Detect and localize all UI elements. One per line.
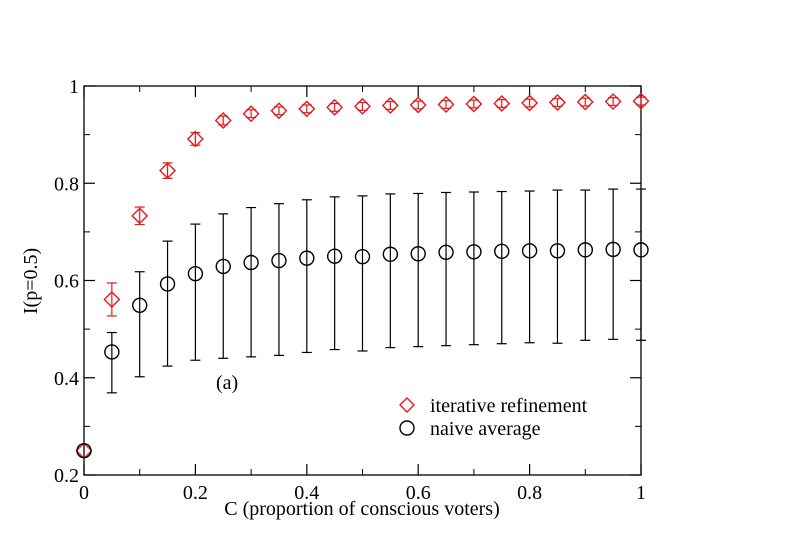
series-layer bbox=[75, 92, 650, 460]
legend-label-iterative-refinement: iterative refinement bbox=[430, 395, 588, 417]
data-point-diamond bbox=[186, 130, 204, 148]
data-point-diamond bbox=[103, 290, 121, 308]
data-point-diamond bbox=[242, 105, 260, 123]
y-tick-label: 0.8 bbox=[54, 173, 79, 195]
y-tick-label: 1 bbox=[69, 76, 79, 98]
data-point-diamond bbox=[632, 92, 650, 110]
data-point-circle bbox=[382, 246, 399, 262]
data-point-circle bbox=[131, 297, 148, 313]
y-tick-label: 0.4 bbox=[54, 368, 79, 390]
data-point-diamond bbox=[326, 98, 344, 116]
data-point-circle bbox=[76, 442, 92, 459]
data-point-circle bbox=[271, 252, 287, 269]
annotation-label: (a) bbox=[216, 372, 238, 394]
x-tick-label: 0.4 bbox=[294, 482, 319, 504]
data-point-diamond bbox=[270, 102, 288, 120]
data-point-diamond bbox=[576, 93, 594, 111]
legend-circle-icon bbox=[399, 420, 415, 436]
y-tick-label: 0.2 bbox=[54, 465, 79, 487]
data-point-circle bbox=[577, 242, 593, 258]
y-tick-label: 0.6 bbox=[54, 271, 79, 293]
data-point-circle bbox=[299, 250, 315, 266]
data-point-diamond bbox=[521, 94, 539, 112]
x-tick-label: 0.8 bbox=[517, 482, 542, 504]
data-point-circle bbox=[104, 344, 120, 360]
data-point-diamond bbox=[409, 96, 427, 114]
data-point-diamond bbox=[548, 94, 566, 112]
data-point-circle bbox=[633, 242, 649, 258]
legend-label-naive-average: naive average bbox=[430, 418, 541, 440]
data-point-diamond bbox=[465, 95, 483, 113]
data-point-diamond bbox=[381, 96, 399, 114]
data-point-diamond bbox=[437, 95, 455, 113]
data-point-circle bbox=[466, 244, 482, 260]
x-axis-title: C (proportion of conscious voters) bbox=[224, 498, 500, 520]
data-point-diamond bbox=[493, 95, 511, 112]
series-iterative-refinement bbox=[75, 92, 650, 460]
legend-diamond-icon bbox=[399, 397, 415, 413]
data-point-circle bbox=[326, 248, 343, 264]
data-point-circle bbox=[243, 254, 259, 271]
x-tick-label: 0.2 bbox=[183, 482, 208, 504]
data-point-circle bbox=[549, 243, 566, 259]
data-point-circle bbox=[521, 243, 538, 259]
data-point-circle bbox=[494, 243, 510, 260]
data-point-diamond bbox=[131, 207, 149, 225]
data-point-circle bbox=[438, 244, 454, 260]
y-axis-title: I(p=0.5) bbox=[20, 248, 42, 314]
data-point-circle bbox=[215, 258, 231, 275]
data-point-circle bbox=[605, 241, 621, 258]
axis-ticks: 0 0.2 0.4 0.6 0.8 10.20.40.60.81 bbox=[54, 76, 646, 504]
x-tick-label: 1 bbox=[636, 482, 646, 504]
data-point-diamond bbox=[298, 100, 316, 118]
data-point-diamond bbox=[159, 162, 177, 180]
data-point-circle bbox=[159, 276, 176, 292]
series-naive-average bbox=[76, 188, 649, 459]
data-point-circle bbox=[354, 248, 371, 265]
data-point-diamond bbox=[354, 97, 371, 115]
data-point-circle bbox=[187, 265, 204, 282]
data-point-circle bbox=[410, 246, 426, 262]
data-point-diamond bbox=[604, 93, 622, 111]
data-point-diamond bbox=[214, 112, 232, 130]
legend: iterative refinement naive average bbox=[399, 395, 588, 440]
x-tick-label: 0 bbox=[79, 482, 89, 504]
x-tick-label: 0.6 bbox=[406, 482, 431, 504]
